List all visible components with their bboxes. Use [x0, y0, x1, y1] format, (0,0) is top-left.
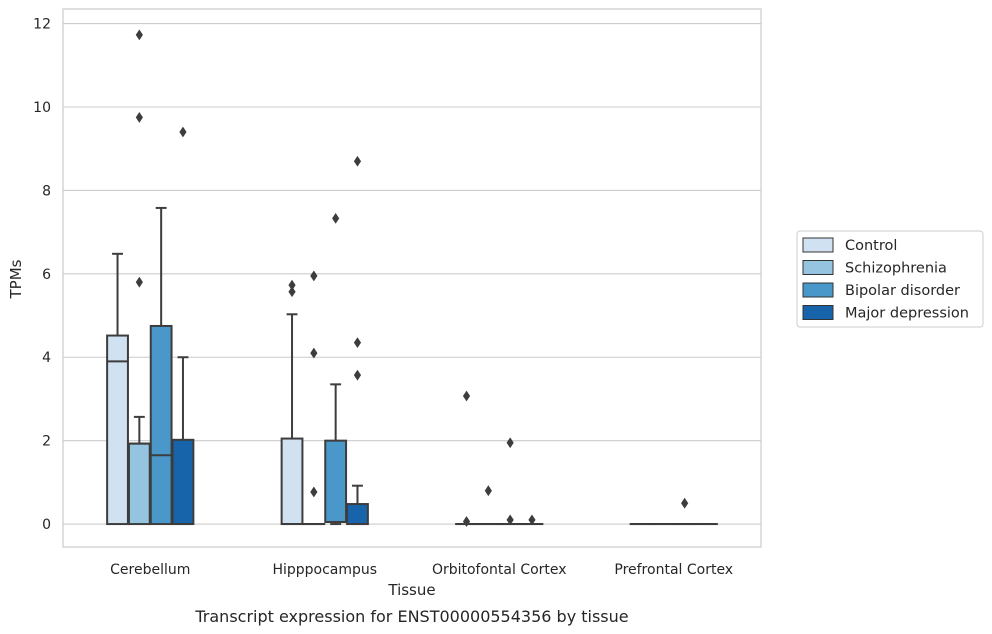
- box-iqr: [127, 442, 151, 526]
- outlier-point: [353, 369, 362, 381]
- outlier-point: [528, 514, 536, 526]
- box-iqr: [149, 324, 173, 526]
- x-tick-label: Orbitofontal Cortex: [432, 562, 567, 578]
- y-tick-label: 6: [42, 267, 51, 283]
- x-tick-label: Prefrontal Cortex: [614, 562, 733, 578]
- legend-label: Major depression: [845, 306, 969, 322]
- plot-area-frame: [62, 8, 762, 548]
- x-tick-labels: Cerebellum Hipppocampus Orbitofontal Corte…: [110, 562, 733, 578]
- legend-label: Bipolar disorder: [845, 283, 960, 299]
- outlier-point: [462, 390, 471, 402]
- box-iqr: [171, 438, 195, 526]
- outlier-point: [288, 279, 296, 291]
- outlier-point: [353, 337, 362, 349]
- y-tick-label: 0: [42, 517, 51, 533]
- y-tick-label: 10: [33, 100, 51, 116]
- outlier-point: [462, 516, 471, 527]
- y-axis-label: TPMs: [7, 259, 25, 299]
- box-iqr: [280, 437, 304, 526]
- outlier-point: [310, 486, 318, 498]
- outlier-point: [310, 347, 318, 359]
- y-tick-labels: 0 2 4 6 8 10 12: [33, 17, 51, 533]
- outlier-point: [506, 514, 514, 526]
- outlier-points: [135, 29, 689, 527]
- legend-swatch: [802, 282, 834, 298]
- outlier-point: [135, 276, 143, 288]
- chart-caption: Transcript expression for ENST0000055435…: [194, 607, 628, 626]
- y-tick-label: 4: [42, 350, 51, 366]
- box-elements: [106, 206, 718, 526]
- outlier-point: [484, 485, 492, 497]
- legend-swatch: [802, 260, 834, 275]
- x-tick-label: Hipppocampus: [272, 562, 377, 578]
- legend-swatch: [802, 237, 834, 253]
- x-tick-label: Cerebellum: [110, 562, 190, 578]
- legend-swatch: [802, 305, 834, 320]
- outlier-point: [135, 29, 143, 41]
- y-tick-label: 8: [42, 183, 51, 199]
- outlier-point: [332, 212, 340, 224]
- outlier-point: [288, 286, 296, 298]
- box-iqr: [106, 334, 129, 526]
- legend: Control Schizophrenia Bipolar disorder Majo…: [796, 230, 984, 328]
- outlier-point: [506, 437, 514, 449]
- box-iqr: [324, 439, 348, 523]
- x-axis-label: Tissue: [387, 581, 435, 599]
- legend-label: Control: [845, 238, 897, 254]
- y-tick-label: 2: [42, 434, 51, 450]
- legend-frame: [796, 230, 984, 328]
- outlier-point: [135, 112, 143, 123]
- outlier-point: [179, 126, 187, 138]
- outlier-point: [310, 270, 318, 282]
- box-iqr: [346, 503, 369, 526]
- outlier-point: [353, 155, 362, 167]
- legend-label: Schizophrenia: [845, 261, 947, 277]
- y-tick-label: 12: [33, 17, 51, 33]
- outlier-point: [681, 497, 689, 509]
